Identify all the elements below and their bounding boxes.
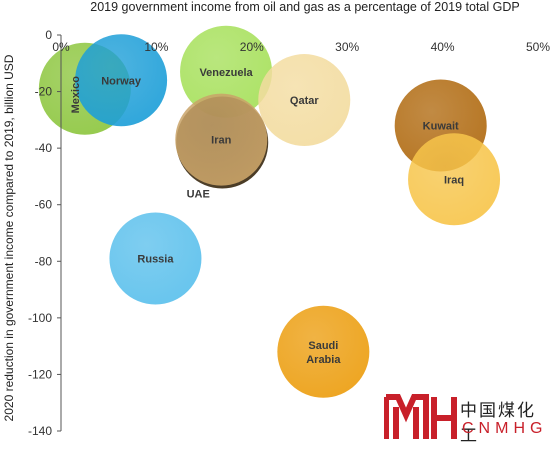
watermark: 中国煤化工 CNMHG bbox=[384, 393, 550, 446]
labels-layer: Mexico Norway Venezuela Qatar Iran UAE Kuwait I… bbox=[70, 67, 464, 366]
bubble-norway bbox=[75, 34, 168, 127]
cnmhg-logo-icon bbox=[384, 394, 457, 439]
bubble-label-iraq: Iraq bbox=[444, 174, 464, 186]
y-tick-label: -60 bbox=[35, 198, 53, 212]
bubble-venezuela bbox=[180, 25, 273, 118]
bubble-label-russia: Russia bbox=[137, 253, 174, 265]
x-tick-label: 30% bbox=[335, 40, 359, 54]
bubble-label-norway: Norway bbox=[101, 75, 142, 87]
bubble-russia bbox=[109, 212, 202, 305]
bubble-saudi-arabia bbox=[277, 305, 370, 398]
y-tick-label: -120 bbox=[28, 367, 52, 381]
y-tick-label: 0 bbox=[45, 28, 52, 42]
bubble-label-iran: Iran bbox=[211, 135, 231, 147]
bubble-iraq bbox=[408, 133, 501, 226]
watermark-chinese-text: 中国煤化工 bbox=[460, 401, 536, 446]
x-tick-label: 10% bbox=[144, 40, 168, 54]
x-tick-label: 50% bbox=[526, 40, 550, 54]
bubble-label-mexico: Mexico bbox=[70, 76, 82, 114]
y-tick-label: -100 bbox=[28, 311, 52, 325]
watermark-english-text: CNMHG bbox=[462, 420, 548, 437]
bubble-label-venezuela: Venezuela bbox=[199, 67, 253, 79]
y-tick-label: -40 bbox=[35, 141, 53, 155]
bubble-label-qatar: Qatar bbox=[290, 95, 319, 107]
bubble-label-kuwait: Kuwait bbox=[423, 121, 459, 133]
y-tick-label: -140 bbox=[28, 424, 52, 438]
y-ticks-layer: 0 -20 -40 -60 -80 -100 -120 -140 bbox=[28, 28, 61, 438]
bubble-qatar bbox=[258, 54, 351, 147]
y-tick-label: -20 bbox=[35, 85, 53, 99]
x-tick-label: 0% bbox=[52, 40, 70, 54]
bubble-label-saudi-arabia: Saudi Arabia bbox=[306, 340, 341, 366]
bubbles-layer bbox=[38, 25, 501, 398]
y-axis-label: 2020 reduction in government income comp… bbox=[2, 54, 16, 421]
y-tick-label: -80 bbox=[35, 254, 53, 268]
bubble-label-uae: UAE bbox=[187, 188, 210, 200]
chart-title: 2019 government income from oil and gas … bbox=[90, 0, 519, 14]
bubble-iran bbox=[175, 93, 268, 186]
x-ticks-layer: 0% 10% 20% 30% 40% 50% bbox=[52, 40, 550, 54]
x-tick-label: 20% bbox=[240, 40, 264, 54]
x-tick-label: 40% bbox=[431, 40, 455, 54]
